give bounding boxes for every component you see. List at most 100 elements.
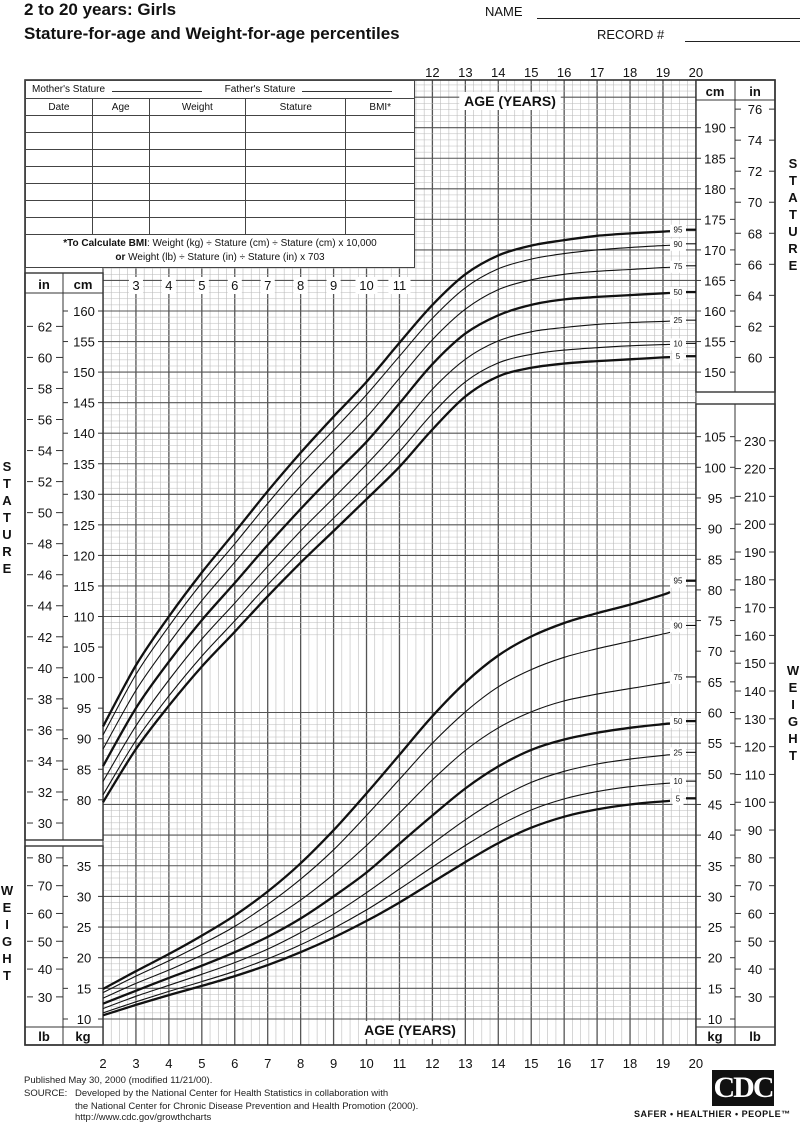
table-row <box>25 132 415 150</box>
age-tick-label-bottom: 20 <box>689 1056 703 1071</box>
table-cell[interactable] <box>345 200 415 218</box>
table-cell[interactable] <box>245 132 347 150</box>
table-cell[interactable] <box>91 166 150 184</box>
title-letter: E <box>788 258 798 273</box>
table-cell[interactable] <box>91 132 150 150</box>
stature-cm-tick-label: 85 <box>77 762 91 777</box>
age-tick-label-bottom: 12 <box>425 1056 439 1071</box>
table-cell[interactable] <box>25 166 93 184</box>
table-cell[interactable] <box>91 217 150 235</box>
table-cell[interactable] <box>245 166 347 184</box>
stature-cm-tick-label: 115 <box>74 579 95 594</box>
table-cell[interactable] <box>25 200 93 218</box>
title-letter: T <box>789 748 797 763</box>
age-axis-title-top-bg <box>459 92 561 110</box>
stature-cm-tick-label: 155 <box>704 335 726 350</box>
table-row <box>25 149 415 167</box>
weight-lb-tick-label: 30 <box>748 990 762 1005</box>
title-letter: H <box>2 951 12 966</box>
stature-percentile-curve-75 <box>102 266 671 750</box>
mothers-stature-field[interactable] <box>111 91 202 92</box>
title-letter: A <box>2 493 12 508</box>
table-cell[interactable] <box>148 132 247 150</box>
table-cell[interactable] <box>245 149 347 167</box>
table-cell[interactable] <box>148 200 247 218</box>
weight-kg-tick-label: 35 <box>77 859 91 874</box>
weight-lb-tick-label: 170 <box>744 601 766 616</box>
age-axis-title-bottom-bg <box>359 1021 461 1039</box>
fathers-stature-field[interactable] <box>302 91 393 92</box>
source-line2: the National Center for Chronic Disease … <box>75 1101 419 1112</box>
table-cell[interactable] <box>91 183 150 201</box>
table-cell[interactable] <box>345 115 415 133</box>
table-cell[interactable] <box>148 149 247 167</box>
table-cell[interactable] <box>148 183 247 201</box>
table-cell[interactable] <box>25 115 93 133</box>
age-tick-label-bottom: 3 <box>132 1056 139 1071</box>
weight-lb-tick-label: 50 <box>38 934 52 949</box>
title-letter: I <box>791 697 795 712</box>
table-cell[interactable] <box>148 115 247 133</box>
weight-kg-tick-label: 55 <box>708 736 722 751</box>
table-cell[interactable] <box>148 166 247 184</box>
title-letter: I <box>5 917 9 932</box>
weight-lb-tick-label: 90 <box>748 823 762 838</box>
bmi-note-or: or <box>115 252 126 263</box>
weight-kg-tick-label: 30 <box>77 889 91 904</box>
weight-lb-tick-label: 30 <box>38 990 52 1005</box>
age-tick-label-inner-bg <box>326 277 341 294</box>
table-cell[interactable] <box>245 200 347 218</box>
weight-percentile-label-90-bg <box>670 620 686 633</box>
table-cell[interactable] <box>345 183 415 201</box>
name-field[interactable] <box>537 18 800 19</box>
record-field[interactable] <box>685 41 800 42</box>
table-cell[interactable] <box>25 183 93 201</box>
stature-in-tick-label: 36 <box>38 723 52 738</box>
age-tick-label-bottom: 11 <box>393 1056 407 1071</box>
age-tick-label-bottom: 5 <box>198 1056 205 1071</box>
stature-percentile-label-75: 75 <box>674 262 683 271</box>
table-cell[interactable] <box>91 149 150 167</box>
stature-percentile-label-5: 5 <box>676 352 681 361</box>
table-cell[interactable] <box>25 132 93 150</box>
stature-percentile-label-90-bg <box>670 238 686 251</box>
table-cell[interactable] <box>345 149 415 167</box>
stature-percentile-curve-95 <box>101 230 671 728</box>
age-tick-label-inner: 11 <box>393 278 407 293</box>
table-cell[interactable] <box>25 149 93 167</box>
table-cell[interactable] <box>91 115 150 133</box>
stature-in-tick-label: 56 <box>38 413 52 428</box>
title-letter: S <box>2 459 12 474</box>
stature-percentile-label-95: 95 <box>674 226 683 235</box>
table-cell[interactable] <box>91 200 150 218</box>
weight-kg-tick-label: 45 <box>708 797 722 812</box>
table-cell[interactable] <box>245 183 347 201</box>
table-cell[interactable] <box>345 132 415 150</box>
stature-cm-tick-label: 105 <box>73 640 95 655</box>
left-weight-axis-box <box>24 845 104 1046</box>
table-cell[interactable] <box>245 115 347 133</box>
stature-in-tick-label: 68 <box>748 226 762 241</box>
table-cell[interactable] <box>345 217 415 235</box>
table-cell[interactable] <box>25 217 93 235</box>
weight-lb-tick-label: 80 <box>748 851 762 866</box>
title-letter: T <box>789 173 797 188</box>
table-cell[interactable] <box>345 166 415 184</box>
source-url-link[interactable]: http://www.cdc.gov/growthcharts <box>75 1112 212 1123</box>
stature-in-tick-label: 54 <box>38 444 52 459</box>
bmi-note-bold: *To Calculate BMI <box>63 238 147 249</box>
stature-cm-tick-label: 190 <box>704 121 726 136</box>
stature-in-tick-label: 44 <box>38 599 52 614</box>
age-tick-label-inner-bg <box>355 277 378 294</box>
stature-in-tick-label: 76 <box>748 102 762 117</box>
title-letter: T <box>3 510 11 525</box>
weight-kg-tick-label: 20 <box>708 951 722 966</box>
stature-in-tick-label: 38 <box>38 692 52 707</box>
title-letter: R <box>2 544 12 559</box>
table-cell[interactable] <box>148 217 247 235</box>
name-label: NAME <box>485 4 523 19</box>
stature-in-tick-label: 30 <box>38 816 52 831</box>
table-cell[interactable] <box>245 217 347 235</box>
